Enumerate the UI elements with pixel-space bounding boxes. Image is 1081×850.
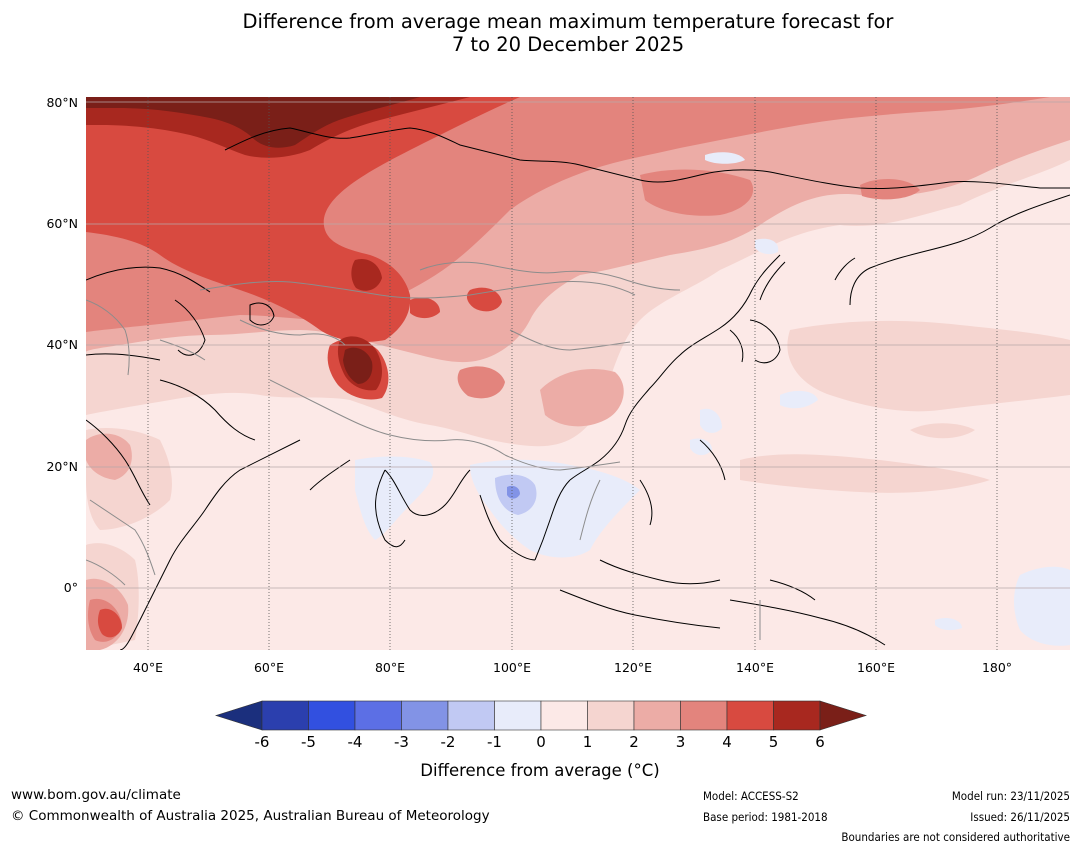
anomaly-region-minus1-0 xyxy=(705,152,745,164)
anomaly-region-minus1-0 xyxy=(690,438,712,456)
anomaly-region-1-2 xyxy=(787,320,1070,412)
colorbar-tick-label: -4 xyxy=(347,733,363,751)
colorbar-tick-label: -2 xyxy=(440,733,456,751)
anomaly-region-1-2 xyxy=(910,423,975,439)
anomaly-region-4-5 xyxy=(86,97,520,342)
colorbar-segment xyxy=(447,700,495,731)
colorbar-tick-label: -1 xyxy=(487,733,502,751)
anomaly-region-minus1-0 xyxy=(1014,566,1070,646)
boundaries-disclaimer: Boundaries are not considered authoritat… xyxy=(841,830,1070,844)
issued-date: Issued: 26/11/2025 xyxy=(970,810,1070,824)
colorbar-segment xyxy=(308,700,356,731)
anomaly-region-minus1-0 xyxy=(755,238,779,255)
colorbar-tick-label: 0 xyxy=(536,733,546,751)
colorbar-extension-low xyxy=(215,700,263,731)
colorbar-tick-label: 4 xyxy=(722,733,732,751)
model-run-date: Model run: 23/11/2025 xyxy=(951,789,1070,803)
anomaly-region-2-3 xyxy=(540,369,624,427)
colorbar-extension-high xyxy=(819,700,867,731)
colorbar-tick-label: -3 xyxy=(394,733,409,751)
longitude-label: 140°E xyxy=(735,660,775,675)
title-line-1: Difference from average mean maximum tem… xyxy=(242,10,894,33)
copyright-notice: © Commonwealth of Australia 2025, Austra… xyxy=(11,808,490,824)
anomaly-region-4-5 xyxy=(410,297,440,319)
colorbar-segment xyxy=(773,700,821,731)
chart-title: Difference from average mean maximum tem… xyxy=(0,10,1081,56)
colorbar-segment xyxy=(633,700,681,731)
anomaly-region-2-3 xyxy=(960,100,1070,137)
colorbar-tick-label: -5 xyxy=(301,733,316,751)
longitude-label: 100°E xyxy=(492,660,532,675)
colorbar-segment xyxy=(587,700,635,731)
latitude-label: 0° xyxy=(63,580,78,595)
colorbar-segment xyxy=(726,700,774,731)
anomaly-region-4-5 xyxy=(97,608,122,638)
colorbar-segment xyxy=(401,700,449,731)
anomaly-region-5-6 xyxy=(351,258,382,291)
latitude-label: 60°N xyxy=(46,216,78,231)
anomaly-region-minus3-minus2 xyxy=(507,485,520,499)
forecast-map xyxy=(86,97,1070,650)
anomaly-region-minus1-0 xyxy=(935,617,962,631)
latitude-label: 80°N xyxy=(46,95,78,110)
anomaly-region-minus1-0 xyxy=(700,408,722,433)
longitude-label: 40°E xyxy=(132,660,164,675)
anomaly-region-minus1-0 xyxy=(780,390,818,409)
colorbar-tick-label: 1 xyxy=(582,733,593,751)
anomaly-region-above-6 xyxy=(86,97,420,148)
latitude-gridlines xyxy=(86,101,1070,589)
country-borders xyxy=(86,261,761,640)
longitude-label: 60°E xyxy=(253,660,285,675)
model-name: Model: ACCESS-S2 xyxy=(703,789,799,803)
longitude-label: 160°E xyxy=(856,660,896,675)
colorbar-tick-label: 2 xyxy=(629,733,639,751)
longitude-label: 180° xyxy=(981,660,1013,675)
anomaly-region-3-4 xyxy=(860,178,920,200)
longitude-gridlines xyxy=(147,97,998,650)
title-line-2: 7 to 20 December 2025 xyxy=(451,33,685,56)
colorbar-segment xyxy=(540,700,588,731)
colorbar-segment xyxy=(680,700,728,731)
anomaly-region-3-4 xyxy=(457,366,505,399)
anomaly-region-2-3 xyxy=(86,433,132,480)
colorbar-segment xyxy=(354,700,402,731)
longitude-label: 80°E xyxy=(374,660,406,675)
base-period: Base period: 1981-2018 xyxy=(703,810,828,824)
latitude-label: 20°N xyxy=(46,459,78,474)
coastlines xyxy=(86,127,1070,650)
source-url: www.bom.gov.au/climate xyxy=(11,787,181,803)
colorbar-tick-label: -6 xyxy=(254,733,270,751)
colorbar-label: Difference from average (°C) xyxy=(420,761,660,780)
colorbar-tick-label: 5 xyxy=(768,733,779,751)
anomaly-region-1-2 xyxy=(740,454,990,493)
colorbar-segment xyxy=(494,700,542,731)
latitude-label: 40°N xyxy=(46,337,78,352)
anomaly-region-above-6 xyxy=(343,347,373,384)
colorbar xyxy=(215,700,867,731)
longitude-label: 120°E xyxy=(613,660,653,675)
colorbar-tick-label: 6 xyxy=(815,733,825,751)
anomaly-region-minus1-0 xyxy=(355,456,434,540)
colorbar-segment xyxy=(261,700,309,731)
colorbar-tick-label: 3 xyxy=(675,733,686,751)
